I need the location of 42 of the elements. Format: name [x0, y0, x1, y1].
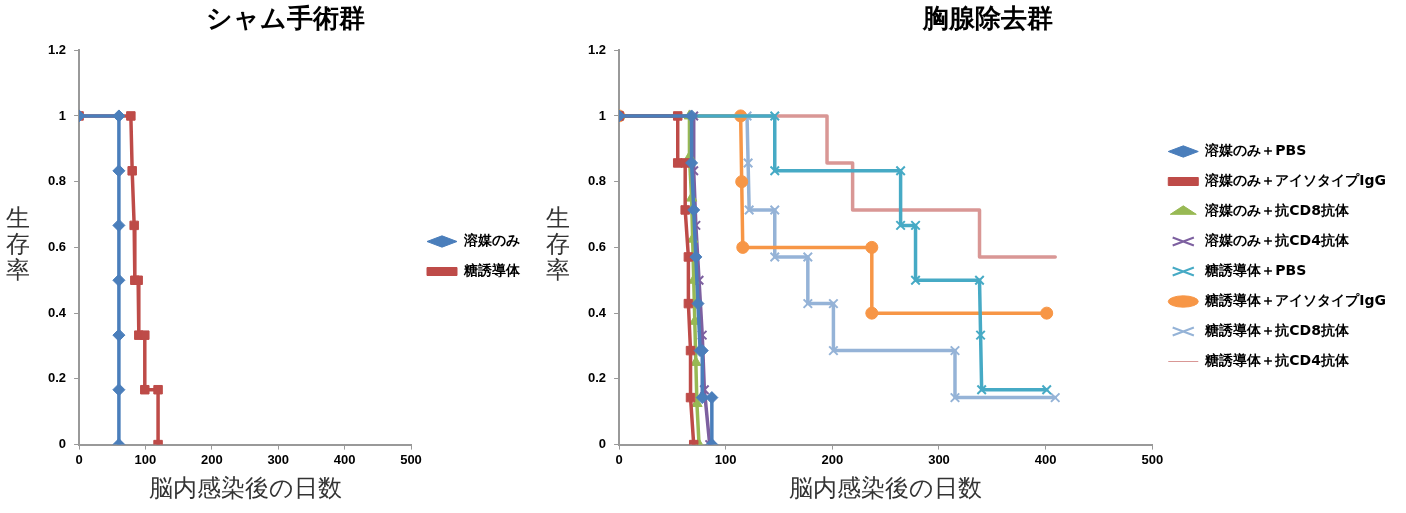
y-tick-label: 0.4 — [47, 304, 67, 320]
y-axis-title: 生存率 — [6, 204, 30, 284]
chart-title: 胸腺除去群 — [922, 3, 1053, 34]
x-tick-label: 100 — [714, 451, 737, 467]
y-tick-label: 0.2 — [587, 370, 607, 386]
x-axis-title: 脳内感染後の日数 — [789, 474, 983, 502]
legend-label: 糖誘導体＋アイソタイプIgG — [1204, 292, 1387, 309]
legend-label: 溶媒のみ＋アイソタイプIgG — [1204, 172, 1387, 189]
x-tick-label: 100 — [134, 451, 157, 467]
y-tick-label: 0.4 — [587, 304, 607, 320]
x-tick-label: 0 — [75, 451, 83, 467]
y-tick-label: 0 — [58, 436, 67, 452]
chart-title: シャム手術群 — [205, 3, 365, 34]
legend-label: 溶媒のみ＋抗CD4抗体 — [1204, 232, 1350, 249]
y-tick-label: 0.6 — [47, 238, 67, 254]
x-tick-label: 300 — [267, 451, 290, 467]
y-tick-label: 0 — [598, 436, 607, 452]
x-tick-label: 500 — [400, 451, 422, 467]
y-tick-label: 0.2 — [47, 370, 67, 386]
x-tick-label: 200 — [200, 451, 223, 467]
legend-label: 溶媒のみ＋抗CD8抗体 — [1204, 202, 1350, 219]
x-tick-label: 500 — [1141, 451, 1164, 467]
y-tick-label: 0.8 — [47, 173, 67, 189]
legend-label: 溶媒のみ＋PBS — [1204, 142, 1307, 159]
x-tick-label: 0 — [615, 451, 623, 467]
y-tick-label: 0.6 — [587, 238, 607, 254]
legend-label: 糖誘導体＋抗CD8抗体 — [1204, 322, 1350, 339]
x-axis-title: 脳内感染後の日数 — [148, 474, 342, 502]
legend-label: 糖誘導体 — [463, 262, 521, 279]
legend-label: 溶媒のみ — [463, 232, 520, 249]
y-tick-label: 0.8 — [587, 173, 607, 189]
x-tick-label: 200 — [821, 451, 844, 467]
y-tick-label: 1.2 — [47, 41, 67, 57]
x-tick-label: 400 — [1034, 451, 1057, 467]
x-tick-label: 300 — [928, 451, 950, 467]
y-tick-label: 1 — [598, 107, 607, 123]
x-tick-label: 400 — [333, 451, 356, 467]
legend-label: 糖誘導体＋PBS — [1204, 262, 1307, 279]
y-tick-label: 1.2 — [587, 41, 607, 57]
legend-label: 糖誘導体＋抗CD4抗体 — [1204, 352, 1350, 369]
y-axis-title: 生存率 — [546, 204, 570, 284]
y-tick-label: 1 — [58, 107, 67, 123]
